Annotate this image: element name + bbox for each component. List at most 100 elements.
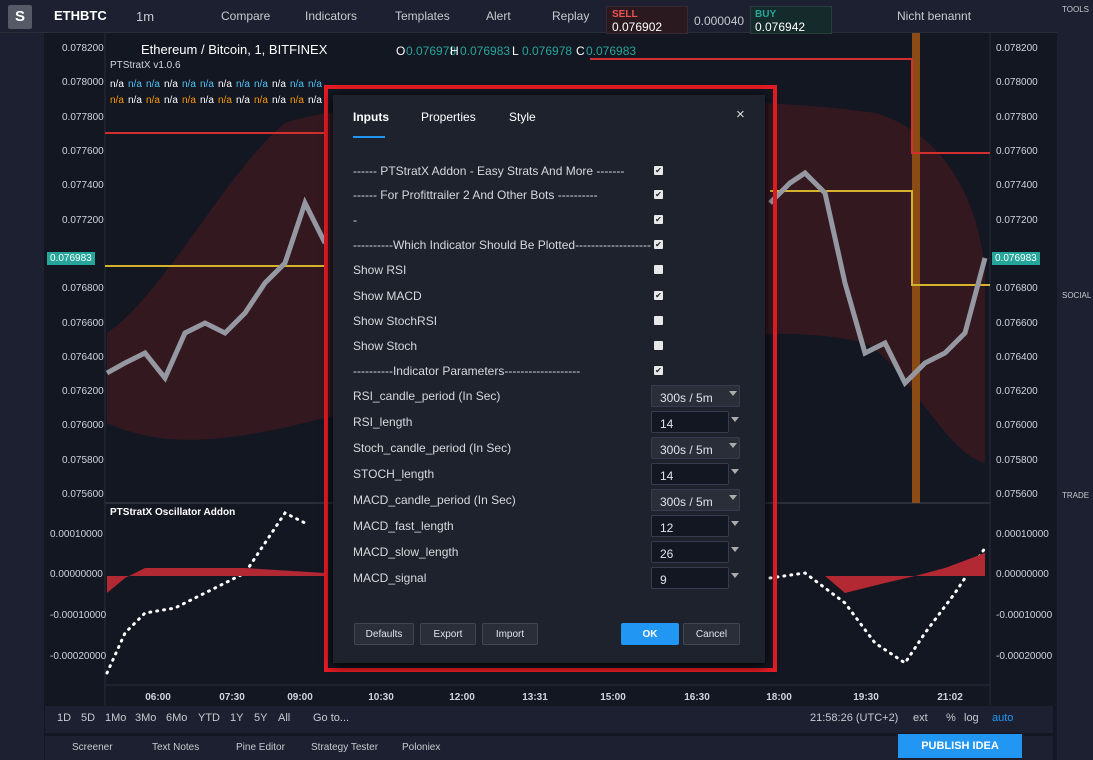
ohlc-label: L <box>512 44 519 58</box>
symbol[interactable]: ETHBTC <box>54 8 107 23</box>
x-tick-label: 10:30 <box>368 692 394 703</box>
histogram <box>107 568 325 593</box>
dialog-tab[interactable]: Inputs <box>353 110 389 124</box>
dropdown-arrow <box>729 495 737 500</box>
histogram <box>770 553 985 593</box>
y-tick-label: 0.077200 <box>996 215 1038 226</box>
osc-tick-label: -0.00010000 <box>996 610 1053 621</box>
y-tick-label: 0.076600 <box>62 318 104 329</box>
y-tick-label: 0.076000 <box>62 420 104 431</box>
interval[interactable]: 1m <box>136 9 155 24</box>
oscillator-title[interactable]: PTStratX Oscillator Addon <box>110 507 236 518</box>
na-value: n/a <box>146 95 160 106</box>
current-price: 0.076983 <box>47 252 95 265</box>
checkbox[interactable]: ✔ <box>654 190 663 199</box>
ok-button[interactable]: OK <box>621 623 679 645</box>
clock: 21:58:26 (UTC+2) <box>810 712 899 724</box>
scale-option[interactable]: auto <box>992 712 1014 724</box>
na-value: n/a <box>128 95 142 106</box>
range-button[interactable]: 1Y <box>230 712 244 724</box>
input-select[interactable]: 300s / 5m <box>651 489 740 511</box>
publish-button[interactable]: PUBLISH IDEA <box>898 734 1022 758</box>
y-tick-label: 0.076000 <box>996 420 1038 431</box>
buy-box[interactable] <box>750 6 832 34</box>
layout-name[interactable]: Nicht benannt <box>897 9 972 23</box>
x-tick-label: 06:00 <box>145 692 171 703</box>
range-button[interactable]: 1D <box>57 712 72 724</box>
toolbar-item[interactable]: Alert <box>486 9 511 23</box>
checkbox[interactable]: ✔ <box>654 215 663 224</box>
dialog-button[interactable]: Export <box>420 623 476 645</box>
y-tick-label: 0.076800 <box>62 283 104 294</box>
toolbar-item[interactable]: Indicators <box>305 9 358 23</box>
sell-box[interactable] <box>606 6 688 34</box>
checkbox[interactable]: ✔ <box>654 366 663 375</box>
range-button[interactable]: 1Mo <box>105 712 127 724</box>
bottom-tab[interactable]: Screener <box>72 742 113 753</box>
buy-label: BUY <box>755 9 777 20</box>
study-name[interactable]: PTStratX v1.0.6 <box>110 60 181 71</box>
bottom-tab[interactable]: Strategy Tester <box>311 742 379 753</box>
range-button[interactable]: 5D <box>81 712 96 724</box>
input-number[interactable]: 9 <box>651 567 729 589</box>
range-button[interactable]: YTD <box>198 712 220 724</box>
spinner <box>731 469 739 474</box>
input-label: RSI_candle_period (In Sec) <box>353 389 501 403</box>
range-button[interactable]: 5Y <box>254 712 268 724</box>
range-button[interactable]: 3Mo <box>135 712 157 724</box>
checkbox[interactable] <box>654 316 663 325</box>
sell-label: SELL <box>612 9 638 20</box>
y-tick-label: 0.077800 <box>996 112 1038 123</box>
na-value: n/a <box>254 79 268 90</box>
close-button[interactable]: × <box>736 106 745 123</box>
osc-tick-label: -0.00020000 <box>50 651 107 662</box>
x-tick-label: 13:31 <box>522 692 548 703</box>
checkbox[interactable] <box>654 341 663 350</box>
bottom-tab[interactable]: Poloniex <box>402 742 441 753</box>
x-tick-label: 18:00 <box>766 692 792 703</box>
na-value: n/a <box>236 79 250 90</box>
toolbar-item[interactable]: Templates <box>395 9 450 23</box>
top-bar <box>0 0 1093 33</box>
toolbar-item[interactable]: Replay <box>552 9 590 23</box>
scale-option[interactable]: ext <box>913 712 928 724</box>
chart-title: Ethereum / Bitcoin, 1, BITFINEX <box>141 42 328 57</box>
input-number[interactable]: 26 <box>651 541 729 563</box>
checkbox[interactable]: ✔ <box>654 166 663 175</box>
dialog-button[interactable]: Defaults <box>354 623 414 645</box>
scale-option[interactable]: % <box>946 712 956 724</box>
y-tick-label: 0.078000 <box>62 77 104 88</box>
input-number[interactable]: 14 <box>651 463 729 485</box>
bottom-tab[interactable]: Pine Editor <box>236 742 285 753</box>
range-button[interactable]: All <box>278 712 291 724</box>
y-tick-label: 0.078000 <box>996 77 1038 88</box>
ohlc-value: 0.076983 <box>460 44 511 58</box>
checkbox[interactable] <box>654 265 663 274</box>
scale-option[interactable]: log <box>964 712 979 724</box>
dialog-tab[interactable]: Properties <box>421 110 476 124</box>
input-number[interactable]: 12 <box>651 515 729 537</box>
range-button[interactable]: 6Mo <box>166 712 188 724</box>
cancel-button[interactable]: Cancel <box>683 623 740 645</box>
dialog-button[interactable]: Import <box>482 623 538 645</box>
x-tick-label: 21:02 <box>937 692 963 703</box>
toolbar-item[interactable]: Compare <box>221 9 271 23</box>
input-select[interactable]: 300s / 5m <box>651 437 740 459</box>
checkbox[interactable]: ✔ <box>654 240 663 249</box>
bottom-tab[interactable]: Text Notes <box>152 742 200 753</box>
y-tick-label: 0.076400 <box>996 352 1038 363</box>
checkbox-label: Show MACD <box>353 289 422 303</box>
tab-underline <box>353 136 385 138</box>
na-value: n/a <box>254 95 268 106</box>
y-tick-label: 0.077600 <box>62 146 104 157</box>
na-value: n/a <box>128 79 142 90</box>
input-select[interactable]: 300s / 5m <box>651 385 740 407</box>
logo[interactable]: S <box>8 5 32 29</box>
input-label: Stoch_candle_period (In Sec) <box>353 441 512 455</box>
spinner <box>731 547 739 552</box>
goto[interactable]: Go to... <box>313 712 350 724</box>
input-number[interactable]: 14 <box>651 411 729 433</box>
checkbox[interactable]: ✔ <box>654 291 663 300</box>
dialog-tab[interactable]: Style <box>509 110 536 124</box>
